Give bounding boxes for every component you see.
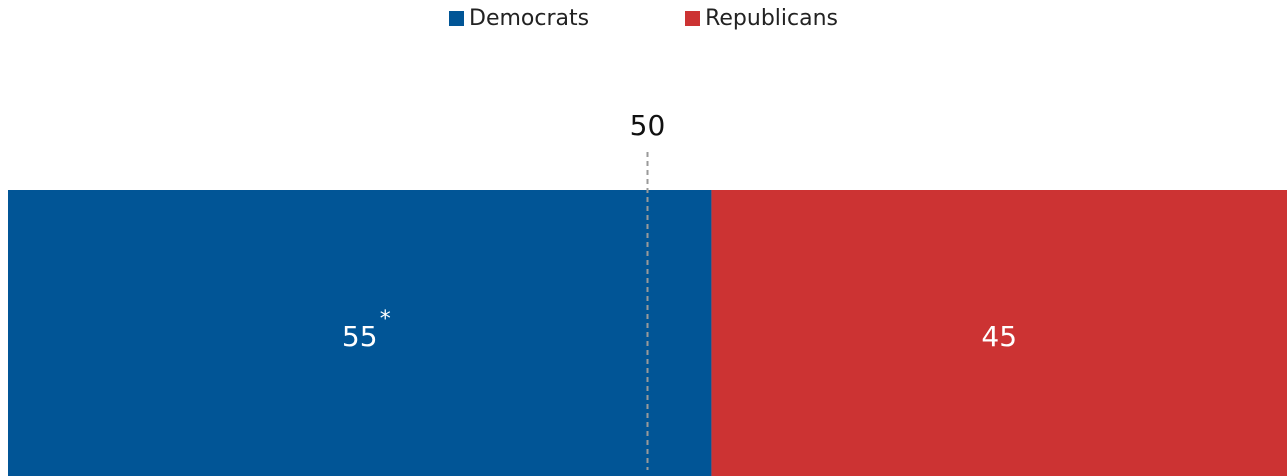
data-label-democrats: 55	[342, 320, 378, 353]
chart-legend: Democrats Republicans	[0, 6, 1287, 31]
data-label-republicans: 45	[981, 320, 1017, 353]
legend-label-republicans: Republicans	[705, 6, 838, 31]
bar-segment-republicans	[711, 190, 1287, 476]
data-label-democrats-annotation: *	[380, 307, 391, 332]
legend-item-republicans: Republicans	[685, 6, 838, 31]
legend-swatch-democrats	[449, 11, 464, 26]
legend-item-democrats: Democrats	[449, 6, 589, 31]
legend-label-democrats: Democrats	[469, 6, 590, 31]
legend-swatch-republicans	[685, 11, 701, 26]
reference-line-label: 50	[630, 109, 666, 142]
bar-segment-democrats	[8, 190, 712, 476]
